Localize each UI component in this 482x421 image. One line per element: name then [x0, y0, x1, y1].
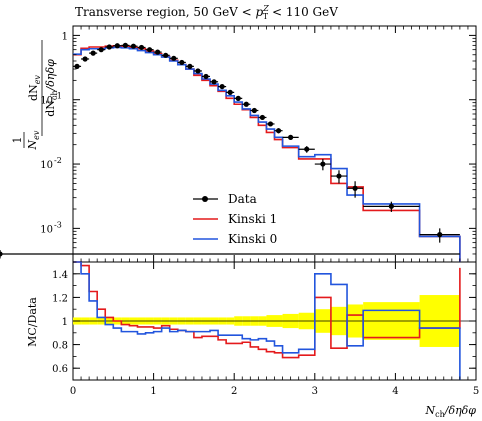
ratio-y-tick-label: 0.6	[52, 364, 68, 375]
legend-label-data: Data	[228, 192, 257, 206]
y-tick-label: 10	[40, 96, 53, 107]
data-point	[437, 232, 443, 238]
xlabel-tail: /δηδφ	[444, 404, 477, 417]
x-tick-label: 5	[473, 386, 479, 397]
data-point	[243, 101, 249, 107]
series-line-kinski-1	[73, 44, 461, 262]
x-tick-label: 3	[312, 386, 318, 397]
data-point	[122, 42, 128, 48]
data-point	[219, 83, 225, 90]
x-tick-label: 2	[231, 386, 237, 397]
y-tick-exponent: -1	[54, 92, 62, 101]
data-point	[0, 251, 3, 257]
data-point	[352, 185, 358, 191]
ylabel-den: N	[26, 139, 39, 150]
ylabel-one: 1	[11, 137, 24, 144]
data-point	[82, 56, 88, 62]
y-tick-exponent: -2	[54, 156, 62, 165]
data-point	[98, 47, 104, 53]
ylabel-num-bot: dN	[44, 100, 57, 117]
ratio-series-group	[73, 261, 461, 380]
x-tick-label: 4	[392, 386, 398, 397]
chart-title: Transverse region, 50 GeV < pZ T < 110 Ge…	[75, 4, 338, 21]
data-point	[195, 68, 201, 74]
ratio-line-kinski-0	[73, 261, 461, 380]
data-point	[179, 59, 185, 66]
axis-ticks	[72, 26, 477, 381]
ylabel-num-bot-sub: ch	[50, 90, 59, 100]
data-point	[211, 79, 217, 85]
legend: Data Kinski 1 Kinski 0	[193, 192, 277, 246]
data-point	[163, 52, 169, 58]
data-point	[259, 114, 266, 121]
data-point	[114, 43, 120, 49]
series-line-kinski-0	[73, 46, 461, 262]
data-point	[227, 89, 233, 95]
x-axis-label: Nch/δηδφ	[424, 404, 476, 419]
svg-text:dNch/δηδφ: dNch/δηδφ	[44, 59, 59, 117]
data-point	[74, 63, 80, 69]
data-point	[267, 121, 274, 127]
svg-text:dNev: dNev	[27, 75, 42, 101]
data-point	[155, 49, 161, 55]
svg-text:Nev: Nev	[26, 130, 41, 150]
chart-title-p: p	[256, 5, 264, 19]
data-point	[187, 63, 193, 69]
legend-entry-kinski-0: Kinski 0	[193, 232, 277, 246]
data-point	[275, 128, 282, 134]
data-point	[288, 134, 294, 140]
data-point	[90, 50, 96, 56]
y-tick-label: 10	[40, 160, 53, 171]
data-point	[388, 203, 394, 209]
y-tick-exponent: -3	[54, 220, 62, 229]
chart-title-post: < 110 GeV	[268, 5, 338, 19]
ratio-y-tick-label: 0.8	[52, 341, 68, 352]
ratio-y-tick-label: 1.4	[52, 270, 68, 281]
data-point	[235, 95, 241, 101]
chart-title-sub: T	[263, 12, 269, 21]
ratio-y-tick-label: 1.2	[52, 293, 68, 304]
xlabel-sub: ch	[435, 410, 445, 419]
data-point	[138, 44, 145, 51]
x-tick-label: 0	[70, 386, 76, 397]
main-series-group	[0, 42, 461, 262]
y-tick-label: 10	[40, 224, 53, 235]
chart-title-sup: Z	[262, 4, 269, 13]
ylabel-num-top-sub: ev	[33, 75, 42, 85]
ylabel-num-bot-tail: /δηδφ	[44, 59, 57, 92]
legend-label-kinski-1: Kinski 1	[228, 212, 277, 226]
x-tick-label: 1	[150, 386, 156, 397]
y-tick-label: 1	[62, 31, 68, 42]
data-point	[146, 47, 153, 53]
data-point	[203, 73, 209, 80]
legend-entry-data: Data	[193, 192, 257, 206]
legend-label-kinski-0: Kinski 0	[228, 232, 277, 246]
main-plot-frame	[72, 25, 477, 263]
data-point	[320, 161, 326, 167]
y-axis-label-ratio: MC/Data	[26, 297, 39, 347]
ylabel-den-sub: ev	[32, 130, 41, 140]
data-point	[171, 55, 177, 61]
ylabel-num-top: dN	[27, 84, 40, 101]
y-axis-label-main: 1 Nev	[11, 130, 41, 150]
data-point	[304, 146, 310, 152]
data-point	[251, 107, 257, 114]
data-point	[130, 43, 137, 49]
y-axis-label-main-fraction: dNev dNch/δηδφ	[27, 40, 59, 136]
ratio-y-tick-label: 1	[62, 317, 68, 328]
chart-title-pre: Transverse region, 50 GeV <	[75, 5, 256, 19]
data-point	[106, 44, 112, 50]
xlabel-n: N	[424, 404, 435, 417]
data-point	[336, 173, 342, 179]
svg-text:1: 1	[11, 137, 24, 144]
legend-entry-kinski-1: Kinski 1	[193, 212, 277, 226]
